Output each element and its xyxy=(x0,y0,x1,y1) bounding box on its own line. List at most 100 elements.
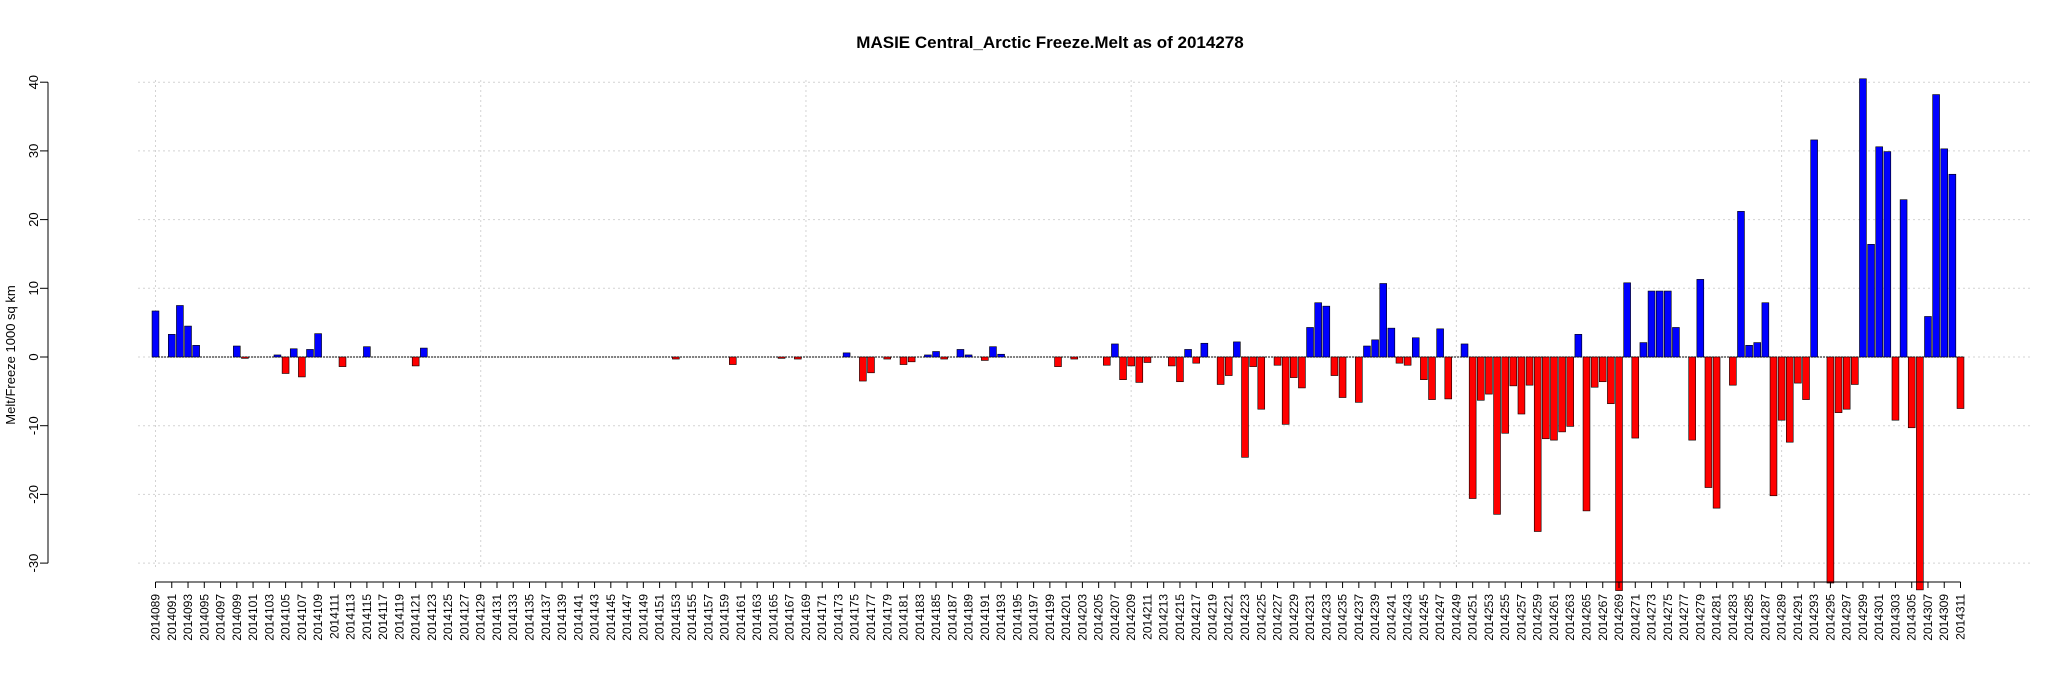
x-tick-label: 2014155 xyxy=(685,594,699,641)
y-axis: -30 -20 -10 0 10 20 30 40 xyxy=(26,75,49,573)
gridlines xyxy=(138,80,2030,570)
x-tick-label: 2014309 xyxy=(1937,594,1951,641)
x-tick-label: 2014299 xyxy=(1856,594,1870,641)
x-tick-label: 2014301 xyxy=(1872,594,1886,641)
bar xyxy=(1777,356,1786,421)
bar xyxy=(1249,356,1257,367)
x-tick-label: 2014141 xyxy=(571,594,585,641)
x-tick-label: 2014181 xyxy=(897,594,911,641)
x-tick-label: 2014297 xyxy=(1840,594,1854,641)
bar xyxy=(1477,356,1485,401)
x-tick-label: 2014113 xyxy=(344,594,358,640)
x-tick-label: 2014265 xyxy=(1579,594,1593,641)
bar xyxy=(1899,199,1908,358)
bar xyxy=(1664,290,1672,358)
bar xyxy=(1769,356,1778,497)
bar xyxy=(1525,356,1534,386)
x-tick-label: 2014267 xyxy=(1596,594,1610,641)
x-tick-label: 2014291 xyxy=(1791,594,1805,641)
bar xyxy=(1168,356,1176,367)
x-tick-label: 2014123 xyxy=(425,594,439,641)
bar xyxy=(1542,356,1550,440)
bar xyxy=(1550,356,1558,441)
bar xyxy=(314,333,322,358)
bar xyxy=(1184,349,1192,358)
x-tick-label: 2014303 xyxy=(1888,594,1902,641)
y-tick-label: -30 xyxy=(26,554,41,573)
x-tick-label: 2014099 xyxy=(230,594,244,641)
x-tick-label: 2014097 xyxy=(214,594,228,641)
bar xyxy=(883,356,892,360)
y-tick-label: 30 xyxy=(26,144,41,158)
bar xyxy=(1956,356,1965,409)
x-tick-label: 2014131 xyxy=(490,594,504,641)
x-tick-label: 2014107 xyxy=(295,594,309,641)
x-tick-label: 2014115 xyxy=(360,594,374,640)
bar xyxy=(1607,356,1615,405)
x-tick-label: 2014245 xyxy=(1417,594,1431,641)
x-tick-label: 2014217 xyxy=(1189,594,1203,641)
bar xyxy=(859,356,867,382)
bar xyxy=(1647,290,1656,358)
y-tick-label: -20 xyxy=(26,485,41,504)
bar xyxy=(1143,356,1152,363)
x-tick-label: 2014157 xyxy=(701,594,715,641)
x-tick-label: 2014167 xyxy=(783,594,797,641)
x-tick-label: 2014177 xyxy=(864,594,878,641)
x-tick-label: 2014237 xyxy=(1352,594,1366,641)
bar xyxy=(1615,356,1623,591)
bar xyxy=(1940,148,1948,358)
bar xyxy=(1298,356,1306,389)
bar xyxy=(1655,290,1664,358)
bar xyxy=(1590,356,1599,388)
x-tick-label: 2014311 xyxy=(1954,594,1968,640)
bar xyxy=(1111,343,1119,358)
bar xyxy=(1501,356,1509,434)
bar xyxy=(1070,356,1079,360)
bar xyxy=(1306,327,1314,358)
bar xyxy=(273,354,282,358)
bar xyxy=(1631,356,1640,439)
bar xyxy=(899,356,908,365)
bar xyxy=(233,345,241,358)
x-axis: 2014089 2014091 2014093 2014095 2014097 20140… xyxy=(149,581,1968,641)
x-tick-label: 2014153 xyxy=(669,594,683,641)
bar xyxy=(956,349,965,358)
bar xyxy=(1241,356,1249,458)
x-tick-label: 2014205 xyxy=(1092,594,1106,641)
bar xyxy=(168,334,176,358)
bar xyxy=(1533,356,1542,532)
bar xyxy=(1916,356,1924,591)
bar xyxy=(1907,356,1916,429)
x-tick-label: 2014247 xyxy=(1433,594,1447,641)
x-tick-label: 2014163 xyxy=(750,594,764,641)
bar xyxy=(1444,356,1453,400)
x-tick-label: 2014145 xyxy=(604,594,618,641)
bar xyxy=(842,352,851,358)
bar xyxy=(411,356,420,367)
x-tick-label: 2014137 xyxy=(539,594,553,641)
x-tick-label: 2014165 xyxy=(766,594,780,641)
bar xyxy=(1794,356,1802,384)
x-tick-label: 2014295 xyxy=(1823,594,1837,641)
x-tick-label: 2014199 xyxy=(1043,594,1057,641)
x-tick-label: 2014185 xyxy=(929,594,943,641)
x-tick-label: 2014121 xyxy=(409,594,423,641)
bar xyxy=(1054,356,1062,367)
y-tick-label: -10 xyxy=(26,416,41,435)
x-tick-label: 2014209 xyxy=(1124,594,1138,641)
bar xyxy=(1314,302,1322,358)
x-tick-label: 2014271 xyxy=(1628,594,1642,641)
x-tick-label: 2014159 xyxy=(718,594,732,641)
bar xyxy=(241,356,249,359)
bar xyxy=(1875,146,1883,358)
bar xyxy=(1558,356,1566,433)
bar xyxy=(1599,356,1607,383)
bar xyxy=(1623,282,1631,358)
bar xyxy=(1176,356,1184,383)
x-tick-label: 2014215 xyxy=(1173,594,1187,641)
bar-series xyxy=(151,78,1965,591)
x-tick-label: 2014133 xyxy=(506,594,520,641)
bar xyxy=(1517,356,1526,415)
bar xyxy=(672,356,680,360)
